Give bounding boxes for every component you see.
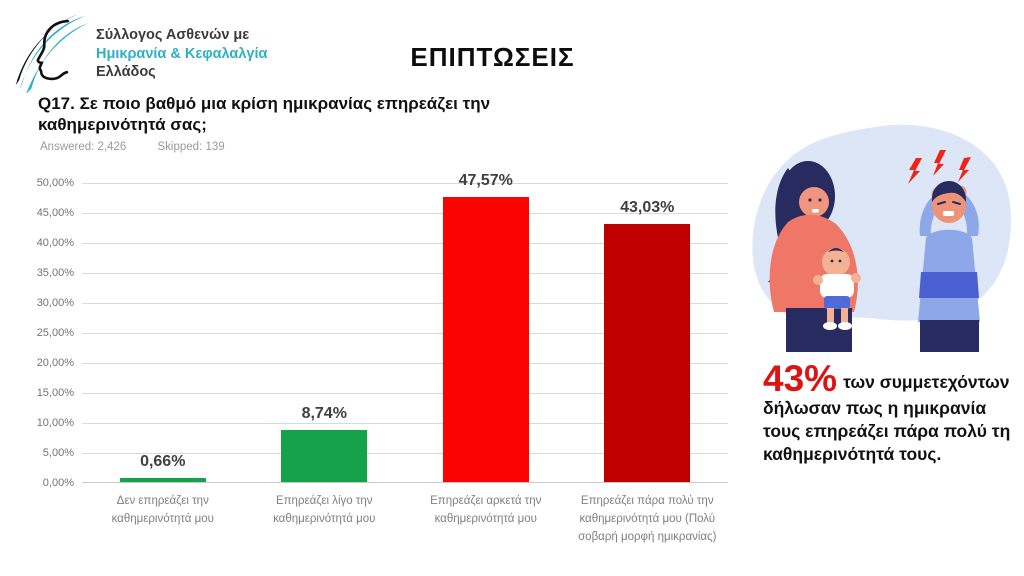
y-axis-tick-label: 0,00% [42, 477, 74, 489]
y-axis-tick-label: 45,00% [36, 207, 74, 219]
category-label: Δεν επηρεάζει την καθημερινότητά μου [111, 495, 214, 525]
bar-2 [281, 429, 368, 482]
question-text: Q17. Σε ποιο βαθμό μια κρίση ημικρανίας … [38, 94, 491, 135]
man-figure [908, 150, 980, 352]
y-axis-tick-label: 10,00% [36, 417, 74, 429]
gridline [82, 423, 728, 424]
y-axis-tick-label: 30,00% [36, 297, 74, 309]
gridline [82, 393, 728, 394]
page-title: ΕΠΙΠΤΩΣΕΙΣ [410, 42, 575, 72]
bar-1 [119, 478, 206, 482]
gridline [82, 453, 728, 454]
gridline [82, 363, 728, 364]
y-axis-tick-label: 40,00% [36, 237, 74, 249]
y-axis-tick-label: 20,00% [36, 357, 74, 369]
woman-figure [768, 161, 861, 352]
callout-text: 43% των συμμετεχόντων δήλωσαν πως η ημικρ… [763, 360, 1011, 466]
bar-4 [604, 223, 691, 482]
gridline [82, 213, 728, 214]
gridline [82, 243, 728, 244]
chart-plot-area: 0,66% 8,74% 47,57% 43,03% [82, 172, 728, 483]
category-label: Επηρεάζει πάρα πολύ την καθημερινότητά μ… [578, 495, 717, 543]
bar-3 [442, 196, 529, 482]
headache-family-illustration [752, 124, 1011, 352]
baby-figure [813, 248, 861, 330]
bar-value-label: 43,03% [620, 198, 675, 216]
category-label: Επηρεάζει λίγο την καθημερινότητά μου [273, 495, 376, 525]
y-axis-tick-label: 50,00% [36, 177, 74, 189]
logo-line-1: Σύλλογος Ασθενών με [96, 27, 250, 44]
gridline [82, 333, 728, 334]
gridline [82, 183, 728, 184]
logo-line-3: Ελλάδος [96, 64, 156, 81]
org-logo: Σύλλογος Ασθενών με Ημικρανία & Κεφαλαλγ… [14, 8, 274, 100]
face-profile-logo-icon [15, 14, 89, 94]
headache-lightning-icon [908, 150, 971, 184]
answered-count: Answered: 2,426 [40, 141, 127, 153]
y-axis-tick-label: 5,00% [42, 447, 74, 459]
response-stats: Answered: 2,426 Skipped: 139 [40, 141, 253, 153]
bar-value-label: 47,57% [458, 171, 513, 189]
chart-category-axis: Δεν επηρεάζει την καθημερινότητά μου Επηρ… [82, 493, 728, 546]
bar-value-label: 0,66% [140, 453, 186, 471]
y-axis-tick-label: 25,00% [36, 327, 74, 339]
logo-line-2: Ημικρανία & Κεφαλαλγία [96, 45, 268, 62]
gridline [82, 273, 728, 274]
callout-stat: 43% [763, 358, 838, 399]
callout-body: των συμμετεχόντων δήλωσαν πως η ημικρανί… [763, 372, 1011, 465]
y-axis-tick-label: 15,00% [36, 387, 74, 399]
gridline [82, 303, 728, 304]
bar-chart: 0,66% 8,74% 47,57% 43,03% Δεν επηρεάζει την… [30, 172, 730, 562]
bar-value-label: 8,74% [301, 404, 347, 422]
y-axis-tick-label: 35,00% [36, 267, 74, 279]
category-label: Επηρεάζει αρκετά την καθημερινότητά μου [430, 495, 542, 525]
skipped-count: Skipped: 139 [157, 141, 225, 153]
